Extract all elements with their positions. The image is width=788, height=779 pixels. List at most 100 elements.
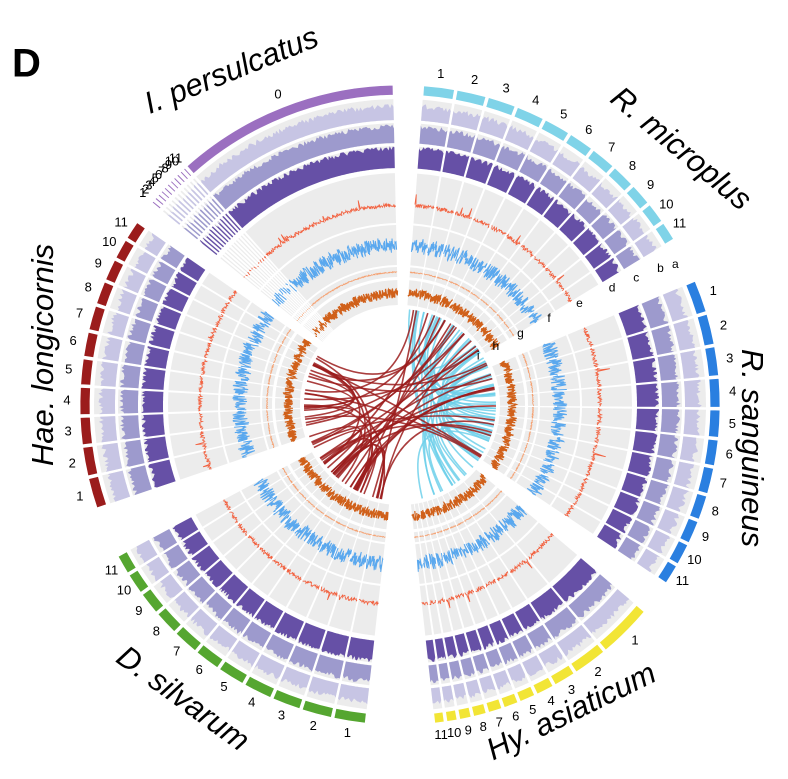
density-track [584, 243, 611, 269]
chromosome-band [88, 475, 108, 509]
chromosome-band [607, 167, 633, 192]
chromosome-band [141, 588, 165, 613]
density-track [124, 341, 145, 365]
chromosome-label: 11 [434, 727, 448, 742]
chromosome-label: 11 [676, 573, 690, 588]
line-track [429, 293, 442, 305]
line-track [266, 495, 284, 513]
track-label: e [576, 296, 583, 310]
density-track [254, 654, 285, 679]
line-track [375, 510, 389, 521]
density-track [98, 388, 116, 415]
density-track [211, 198, 224, 212]
track-bg [567, 315, 622, 352]
chromosome-label: 7 [173, 643, 180, 658]
density-track [203, 237, 220, 253]
synteny-link [304, 363, 356, 418]
density-track [203, 206, 216, 220]
density-track [321, 630, 350, 658]
line-track [235, 366, 252, 382]
chromosome-band [154, 197, 165, 206]
line-track [343, 498, 357, 511]
density-track [166, 214, 181, 225]
track-bg [186, 300, 238, 334]
chromosome-band [654, 222, 675, 245]
track-label: b [657, 261, 664, 275]
line-track [519, 304, 535, 314]
density-track [148, 325, 175, 350]
line-track [425, 508, 432, 518]
track-bg [247, 479, 287, 511]
chromosome-label: 11 [169, 151, 183, 166]
line-track [245, 274, 248, 277]
line-track [259, 259, 262, 263]
synteny-link [349, 386, 495, 488]
chromosome-label: 9 [135, 603, 142, 618]
track-bg [482, 198, 523, 251]
chromosome-label: 3 [64, 424, 71, 439]
track-label: f [547, 311, 551, 325]
chromosome-band [301, 699, 334, 718]
density-track [107, 312, 129, 338]
line-track [260, 487, 276, 503]
synteny-link [319, 423, 492, 460]
synteny-link [305, 332, 465, 424]
chromosome-band [685, 280, 707, 316]
line-track [452, 494, 463, 508]
line-track [257, 262, 260, 264]
density-track [193, 219, 206, 231]
line-track [472, 507, 485, 517]
density-track [641, 296, 669, 329]
line-track [253, 478, 270, 492]
track-bg [240, 235, 276, 273]
line-track [272, 353, 278, 364]
density-track [224, 213, 241, 231]
chromosome-band [219, 660, 248, 685]
line-track [534, 256, 547, 268]
line-track [555, 274, 565, 292]
chromosome-label: 4 [148, 174, 155, 189]
line-track [483, 263, 500, 281]
density-track [156, 306, 182, 330]
density-track [141, 391, 164, 413]
chromosome-label: 8 [629, 158, 636, 173]
density-track [191, 189, 203, 201]
line-track [287, 430, 298, 442]
density-track [651, 457, 674, 483]
synteny-link [430, 333, 465, 481]
chromosome-label: 8 [153, 623, 160, 638]
line-track [237, 523, 248, 536]
line-track [294, 524, 313, 542]
chromosome-label: 6 [196, 662, 203, 677]
chromosome-band [516, 685, 536, 703]
density-track [591, 182, 619, 209]
track-bg [222, 254, 262, 288]
density-track [219, 218, 236, 236]
line-track [531, 393, 535, 406]
line-track [319, 327, 322, 331]
density-track [627, 519, 650, 544]
track-bg [315, 312, 333, 332]
line-track [427, 241, 444, 258]
line-track [593, 426, 602, 444]
density-track [134, 252, 156, 274]
density-track [144, 233, 166, 257]
line-track [455, 249, 474, 267]
synteny-link [313, 429, 362, 469]
line-track [265, 200, 397, 257]
track-bg [500, 545, 548, 599]
density-track [496, 145, 526, 171]
line-track [450, 547, 460, 560]
line-track [198, 412, 205, 431]
chromosome-label: 10 [687, 552, 701, 567]
chromosome-label: 7 [158, 164, 165, 179]
line-track [296, 344, 307, 355]
chromosome-band [157, 193, 168, 203]
density-track [123, 439, 145, 467]
line-track [484, 333, 495, 343]
density-track [182, 197, 194, 210]
density-track [617, 537, 641, 560]
line-track [456, 521, 464, 526]
line-track [546, 359, 563, 376]
density-track [280, 666, 311, 689]
